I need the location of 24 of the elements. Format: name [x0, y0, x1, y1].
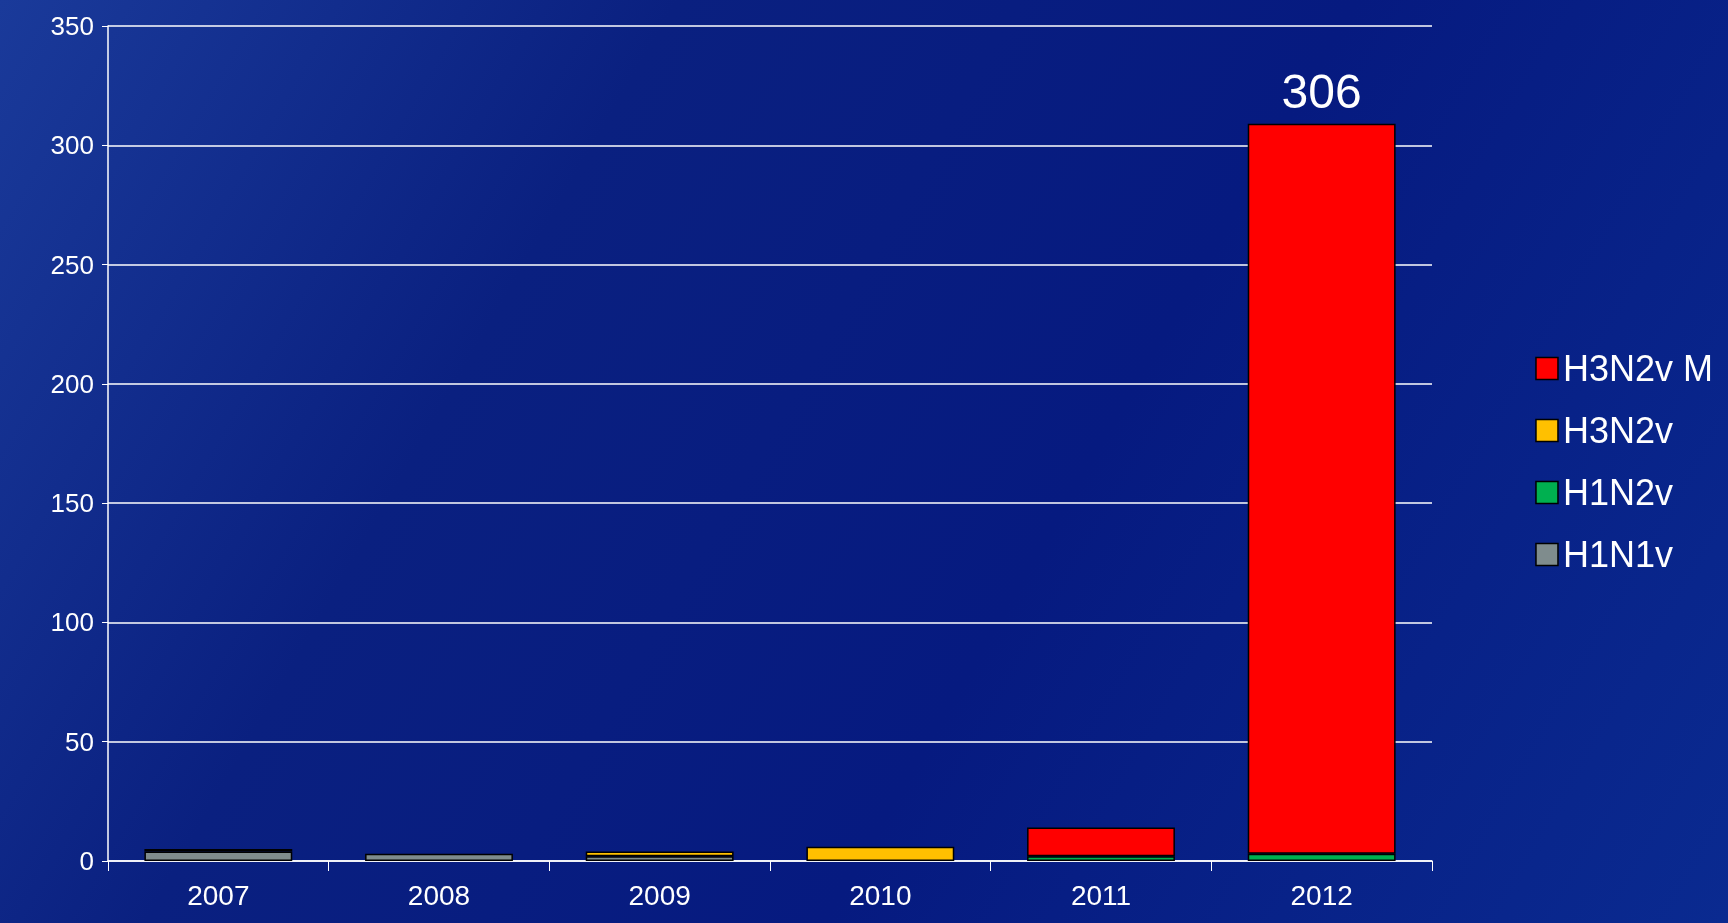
legend-label: H1N1v	[1562, 534, 1674, 575]
bar	[365, 853, 513, 861]
y-tick-label: 50	[65, 726, 94, 757]
y-tick-label: 0	[79, 846, 94, 876]
y-tick-label: 300	[50, 130, 94, 161]
bar	[1027, 827, 1175, 857]
legend-label: H1N2v	[1562, 472, 1674, 513]
y-tick-label: 200	[50, 368, 94, 399]
bar	[144, 851, 293, 861]
x-tick-label: 2010	[849, 879, 912, 911]
x-tick-label: 2009	[628, 879, 691, 911]
y-tick-label: 250	[50, 249, 94, 280]
x-tick-label: 2008	[407, 879, 471, 911]
data-label: 306	[1281, 65, 1362, 119]
x-tick-label: 2007	[187, 879, 250, 911]
y-tick-label: 350	[50, 11, 94, 41]
bar	[585, 851, 734, 857]
y-tick-label: 150	[50, 488, 94, 519]
bar	[806, 846, 955, 861]
legend-label: H3N2v	[1562, 410, 1674, 451]
legend-label: H3N2v M	[1562, 348, 1713, 389]
x-tick-label: 2012	[1290, 879, 1353, 911]
x-tick-label: 2011	[1070, 879, 1132, 911]
y-tick-label: 100	[50, 607, 94, 638]
